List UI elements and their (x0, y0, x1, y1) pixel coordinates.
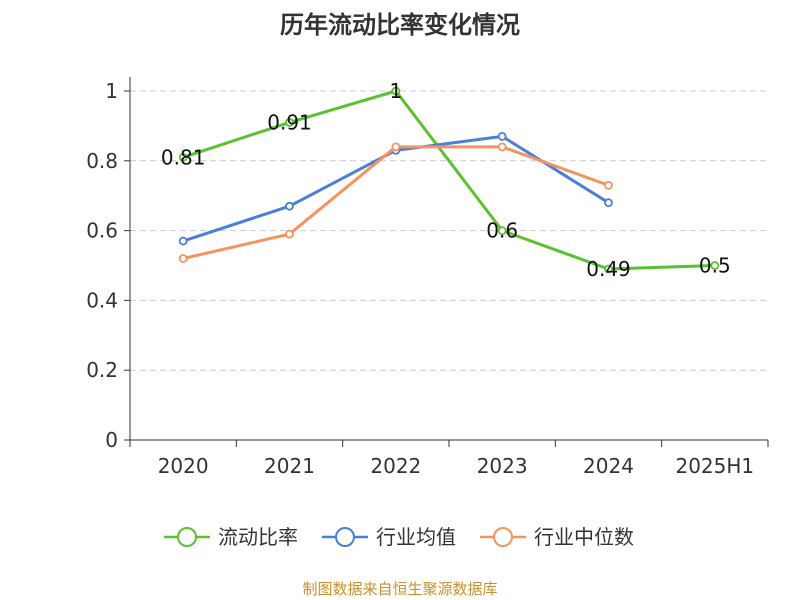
data-label: 1 (389, 79, 402, 103)
y-tick-label: 0.6 (86, 219, 118, 243)
data-point[interactable] (391, 86, 401, 96)
data-label: 0.6 (486, 219, 518, 243)
data-label: 0.81 (161, 145, 206, 169)
data-point[interactable] (285, 201, 294, 211)
x-tick-label: 2025H1 (675, 454, 754, 478)
series-2 (178, 142, 613, 263)
data-label: 0.91 (267, 110, 312, 134)
data-point[interactable] (178, 236, 188, 246)
series-0 (178, 86, 720, 274)
y-tick-label: 0.8 (86, 149, 118, 173)
data-point[interactable] (285, 229, 294, 239)
legend-label: 行业中位数 (534, 525, 634, 549)
data-point[interactable] (497, 131, 507, 141)
y-tick-label: 0.2 (86, 358, 118, 382)
data-point[interactable] (285, 118, 294, 127)
chart-title: 历年流动比率变化情况 (280, 11, 520, 39)
legend-label: 流动比率 (218, 525, 298, 549)
legend-item-2[interactable]: 行业中位数 (480, 525, 634, 549)
y-tick-label: 0.4 (86, 288, 118, 312)
data-labels: 0.81 0.91 1 0.6 0.49 0.5 (161, 79, 731, 281)
legend-swatch-marker (335, 527, 355, 547)
legend-swatch-marker (493, 527, 513, 547)
x-tick-label: 2021 (264, 454, 315, 478)
data-point[interactable] (604, 264, 613, 274)
data-point[interactable] (710, 261, 720, 270)
series-line (182, 89, 715, 271)
data-point[interactable] (178, 152, 188, 162)
legend-label: 行业均值 (376, 525, 456, 549)
legend-swatch-marker (177, 527, 197, 547)
data-point[interactable] (604, 198, 613, 208)
legend[interactable]: 流动比率 行业均值 行业中位数 (164, 525, 634, 549)
data-point[interactable] (178, 254, 188, 263)
series-layer (178, 86, 720, 274)
data-label: 0.5 (699, 254, 731, 278)
series-line (182, 145, 610, 260)
legend-item-1[interactable]: 行业均值 (322, 525, 456, 549)
source-note: 制图数据来自恒生聚源数据库 (302, 580, 497, 598)
data-point[interactable] (391, 142, 401, 152)
data-point[interactable] (497, 142, 507, 152)
legend-item-0[interactable]: 流动比率 (164, 525, 298, 549)
data-point[interactable] (604, 180, 613, 190)
y-tick-label: 1 (105, 79, 118, 103)
data-label: 0.49 (586, 257, 631, 281)
grid (130, 90, 768, 371)
x-tick-label: 2022 (370, 454, 421, 478)
x-tick-label: 2024 (583, 454, 634, 478)
y-tick-label: 0 (105, 428, 118, 452)
x-tick-label: 2020 (158, 454, 209, 478)
x-tick-label: 2023 (477, 454, 528, 478)
data-point[interactable] (497, 226, 507, 236)
